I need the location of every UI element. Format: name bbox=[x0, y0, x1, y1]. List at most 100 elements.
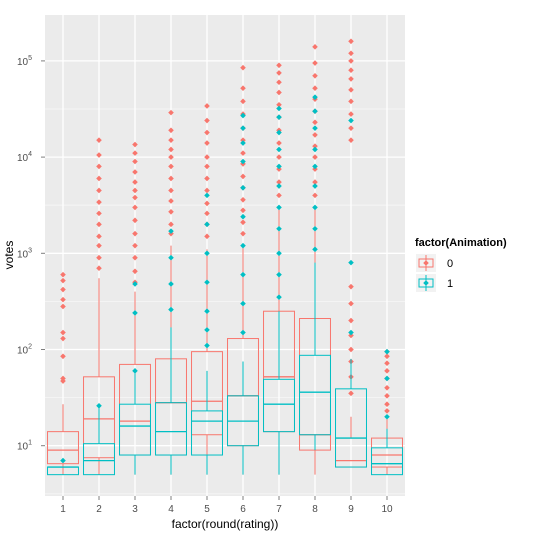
outlier-point bbox=[384, 408, 390, 414]
outlier-point bbox=[276, 114, 282, 120]
box-5-group-0 bbox=[191, 103, 223, 475]
outlier-point bbox=[204, 129, 210, 136]
x-tick-label: 3 bbox=[132, 504, 138, 515]
x-tick-label: 8 bbox=[312, 504, 318, 515]
outlier-point bbox=[60, 335, 66, 342]
legend-label-1: 1 bbox=[447, 278, 453, 290]
box-iqr bbox=[299, 354, 331, 436]
y-tick-label: 101 bbox=[17, 440, 32, 453]
outlier-point bbox=[168, 163, 174, 170]
outlier-point bbox=[204, 250, 210, 257]
outlier-point bbox=[240, 158, 246, 165]
outlier-point bbox=[132, 179, 138, 185]
outlier-point bbox=[240, 196, 246, 203]
outlier-point bbox=[348, 317, 354, 324]
outlier-point bbox=[240, 300, 246, 307]
outlier-point bbox=[96, 254, 102, 261]
outlier-point bbox=[384, 348, 390, 355]
box-1-group-1 bbox=[47, 457, 79, 476]
box-iqr bbox=[263, 378, 295, 433]
legend-title: factor(Animation) bbox=[415, 237, 507, 249]
outlier-point bbox=[384, 375, 390, 382]
outlier-point bbox=[60, 353, 66, 360]
box-iqr bbox=[335, 388, 367, 468]
outlier-point bbox=[204, 103, 210, 109]
outlier-point bbox=[348, 137, 354, 143]
outlier-point bbox=[204, 192, 210, 199]
outlier-point bbox=[240, 85, 246, 92]
outlier-point bbox=[240, 140, 246, 146]
outlier-point bbox=[312, 143, 318, 149]
box-10-group-1 bbox=[371, 348, 403, 476]
outlier-point bbox=[132, 217, 138, 224]
outlier-point bbox=[276, 225, 282, 232]
outlier-point bbox=[132, 242, 138, 249]
outlier-point bbox=[312, 132, 318, 138]
outlier-point bbox=[240, 219, 246, 226]
box-3-group-1 bbox=[119, 281, 151, 475]
outlier-point bbox=[132, 187, 138, 194]
outlier-point bbox=[348, 50, 354, 57]
outlier-point bbox=[204, 279, 210, 286]
outlier-point bbox=[312, 246, 318, 253]
outlier-point bbox=[96, 137, 102, 143]
outlier-point bbox=[60, 277, 66, 284]
outlier-point bbox=[96, 233, 102, 240]
plot-panel bbox=[45, 15, 405, 496]
outlier-point bbox=[204, 117, 210, 124]
outlier-point bbox=[168, 187, 174, 194]
outlier-point bbox=[168, 221, 174, 228]
outlier-point bbox=[168, 254, 174, 261]
outlier-point bbox=[384, 368, 390, 374]
outlier-point bbox=[132, 268, 138, 275]
outlier-point bbox=[312, 192, 318, 199]
outlier-point bbox=[168, 127, 174, 134]
box-iqr bbox=[119, 403, 151, 456]
outlier-point bbox=[276, 250, 282, 257]
outlier-point bbox=[60, 286, 66, 293]
outlier-point bbox=[276, 294, 282, 300]
outlier-point bbox=[384, 401, 390, 408]
y-tick-label: 104 bbox=[17, 151, 32, 164]
outlier-point bbox=[204, 163, 210, 170]
box-1-group-0 bbox=[47, 271, 79, 475]
box-5-group-1 bbox=[191, 192, 223, 475]
outlier-point bbox=[168, 209, 174, 215]
box-2-group-1 bbox=[83, 402, 115, 476]
outlier-point bbox=[384, 360, 390, 367]
outlier-point bbox=[312, 73, 318, 79]
outlier-point bbox=[348, 76, 354, 82]
outlier-point bbox=[132, 281, 138, 287]
outlier-point bbox=[276, 70, 282, 76]
outlier-point bbox=[204, 187, 210, 194]
y-tick-label: 103 bbox=[17, 247, 32, 260]
outlier-point bbox=[168, 175, 174, 182]
outlier-point bbox=[132, 150, 138, 156]
outlier-point bbox=[240, 125, 246, 131]
outlier-point bbox=[132, 158, 138, 165]
outlier-point bbox=[348, 329, 354, 336]
box-9-group-0 bbox=[335, 38, 367, 468]
outlier-point bbox=[276, 179, 282, 185]
box-iqr bbox=[371, 447, 403, 476]
outlier-point bbox=[312, 119, 318, 126]
outlier-point bbox=[312, 125, 318, 131]
outlier-point bbox=[96, 221, 102, 228]
box-8-group-1 bbox=[299, 94, 331, 451]
legend-point-glyph bbox=[423, 280, 429, 286]
outlier-point bbox=[96, 152, 102, 158]
outlier-point bbox=[384, 393, 390, 399]
outlier-point bbox=[312, 225, 318, 232]
outlier-point bbox=[96, 175, 102, 182]
outlier-point bbox=[168, 109, 174, 116]
outlier-point bbox=[168, 306, 174, 313]
outlier-point bbox=[132, 204, 138, 211]
outlier-point bbox=[348, 300, 354, 307]
outlier-point bbox=[348, 346, 354, 353]
y-tick-label: 102 bbox=[17, 343, 32, 356]
outlier-point bbox=[384, 384, 390, 391]
outlier-point bbox=[204, 221, 210, 228]
outlier-point bbox=[96, 210, 102, 217]
boxplots bbox=[47, 38, 403, 476]
